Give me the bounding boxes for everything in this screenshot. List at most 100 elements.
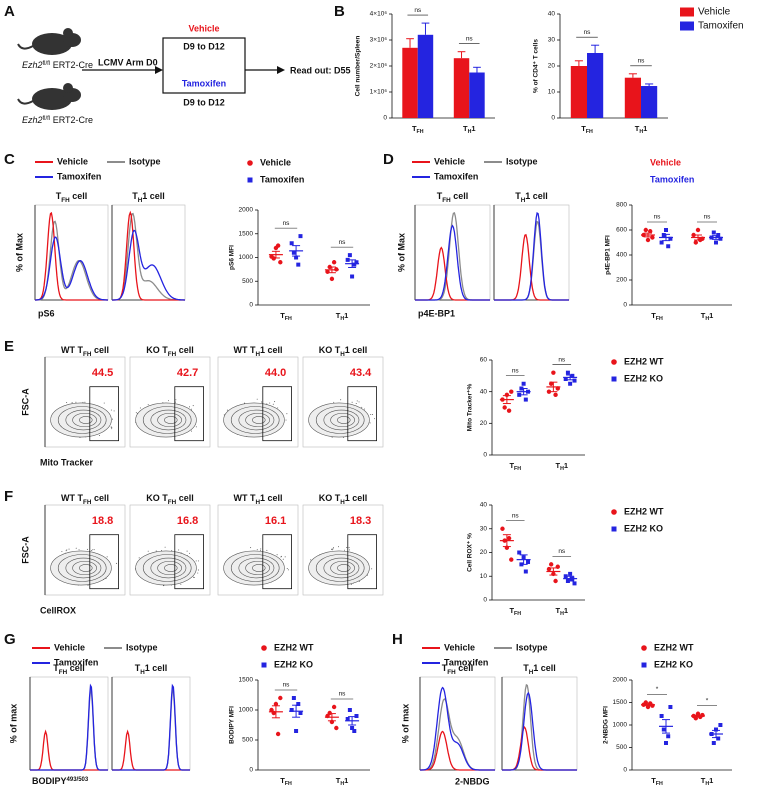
point (329, 276, 335, 282)
flow-contour (337, 416, 351, 424)
flow-event (256, 398, 258, 400)
y-axis-label: % of Max (396, 233, 406, 272)
y-tick-label: 1000 (239, 254, 254, 261)
point (331, 260, 337, 265)
readout-label: Read out: D55 (290, 65, 351, 75)
point (296, 702, 301, 706)
y-tick-label: 10 (480, 573, 488, 580)
flow-title: KO TFH cell (146, 493, 193, 506)
point (572, 581, 577, 586)
y-tick-label: 1500 (239, 677, 254, 684)
flow-event (195, 426, 197, 428)
histogram-title: TFH cell (56, 191, 87, 204)
point (661, 727, 666, 732)
flow-event (370, 413, 372, 415)
legend-label: Tamoxifen (434, 171, 478, 181)
x-tick-label: TFH (651, 776, 663, 787)
flow-event (198, 560, 200, 562)
flow-contour (79, 416, 93, 424)
y-tick-label: 4×10⁶ (370, 11, 388, 18)
flow-event (190, 408, 192, 410)
flow-title: KO TH1 cell (319, 345, 368, 358)
point (563, 377, 568, 381)
histogram-title: TH1 cell (132, 191, 165, 204)
panel-label: D (383, 151, 394, 168)
flow-event (75, 547, 77, 549)
flow-contour (238, 557, 275, 579)
x-axis-label: 2-NBDG (455, 776, 490, 786)
flow-event (71, 402, 73, 404)
point (298, 711, 303, 715)
point (345, 257, 350, 262)
histogram-curve (112, 210, 185, 301)
flow-event (340, 399, 342, 401)
y-tick-label: 1500 (613, 699, 628, 706)
histogram-title: TH1 cell (135, 663, 168, 676)
x-tick-label: TFH (651, 311, 663, 322)
bar (453, 58, 470, 118)
flow-event (261, 401, 263, 403)
point (354, 714, 359, 718)
flow-frame (217, 356, 299, 448)
x-tick-label: TH1 (701, 776, 714, 787)
bar (624, 77, 641, 118)
legend-label: Vehicle (650, 157, 681, 167)
gate (347, 386, 377, 442)
flow-event (106, 556, 108, 558)
y-tick-label: 40 (548, 11, 556, 18)
flow-event (259, 549, 261, 551)
flow-title: WT TFH cell (61, 493, 109, 506)
histogram-curve (494, 211, 569, 301)
flow-contour (157, 412, 182, 428)
y-axis-label: % of max (400, 704, 410, 744)
point (563, 574, 568, 579)
y-tick-label: 2×10⁶ (370, 63, 388, 70)
gate-percent: 43.4 (350, 367, 372, 379)
flow-event (98, 434, 100, 436)
flow-event (192, 405, 194, 407)
significance-label: ns (584, 29, 592, 36)
x-tick-label: TFH (280, 776, 292, 787)
x-tick-label: TFH (581, 124, 593, 135)
y-axis-label: FSC-A (20, 536, 30, 564)
point (659, 714, 664, 718)
gate-percent: 42.7 (177, 367, 198, 379)
y-axis-label: Mito Tracker⁺% (467, 384, 474, 432)
flow-title: WT TH1 cell (233, 493, 282, 506)
flow-event (338, 546, 339, 548)
histogram-curve (112, 229, 185, 301)
legend-label: Vehicle (260, 157, 291, 167)
flow-contour (252, 564, 266, 572)
gate-percent: 16.1 (265, 515, 286, 527)
point (278, 695, 283, 701)
point (661, 233, 666, 237)
point (565, 370, 570, 375)
point (509, 557, 514, 562)
significance-label: ns (283, 682, 291, 689)
y-tick-label: 0 (383, 115, 387, 122)
mouse-label: Ezh2fl/fl ERT2-Cre (22, 115, 93, 125)
flow-contour (50, 550, 112, 586)
flow-contour (164, 564, 178, 572)
flow-contour (245, 412, 270, 428)
flow-event (355, 403, 357, 404)
flow-event (86, 548, 88, 550)
legend-label: Isotype (516, 642, 548, 652)
point (568, 571, 573, 576)
gate-percent: 18.3 (350, 515, 371, 527)
histogram-curve (494, 220, 569, 301)
gate (347, 534, 377, 590)
flow-event (189, 406, 190, 408)
y-tick-label: 500 (616, 744, 627, 751)
gate-percent: 16.8 (177, 515, 198, 527)
flow-event (344, 549, 345, 551)
flow-event (287, 569, 289, 571)
point (668, 705, 673, 709)
x-tick-label: TH1 (555, 606, 568, 617)
flow-event (358, 401, 360, 403)
flow-contour (315, 554, 365, 582)
flow-contour (57, 554, 107, 582)
histogram-frame (501, 676, 578, 771)
flow-contour (72, 412, 97, 428)
panel-label: B (334, 3, 345, 20)
